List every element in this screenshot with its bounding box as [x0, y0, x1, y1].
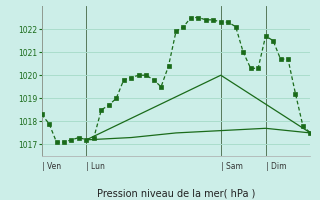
Text: | Sam: | Sam — [221, 162, 243, 171]
Text: | Ven: | Ven — [42, 162, 61, 171]
Text: Pression niveau de la mer( hPa ): Pression niveau de la mer( hPa ) — [97, 189, 255, 199]
Text: | Lun: | Lun — [86, 162, 105, 171]
Text: | Dim: | Dim — [266, 162, 286, 171]
